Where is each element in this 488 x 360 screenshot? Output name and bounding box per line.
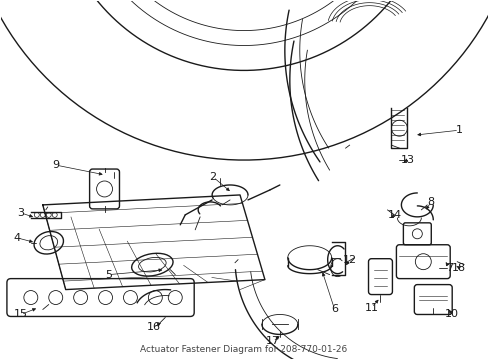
Text: 15: 15 bbox=[14, 310, 28, 319]
Text: 12: 12 bbox=[342, 255, 356, 265]
Text: 2: 2 bbox=[209, 172, 216, 182]
Text: 4: 4 bbox=[13, 233, 20, 243]
Text: 18: 18 bbox=[451, 263, 465, 273]
Text: 9: 9 bbox=[52, 160, 59, 170]
Text: 7: 7 bbox=[445, 263, 452, 273]
Text: 6: 6 bbox=[330, 305, 338, 315]
Text: 17: 17 bbox=[265, 336, 280, 346]
Text: 3: 3 bbox=[18, 208, 24, 218]
Text: 14: 14 bbox=[386, 210, 401, 220]
Text: 10: 10 bbox=[444, 310, 458, 319]
Text: 11: 11 bbox=[364, 302, 378, 312]
Text: Actuator Fastener Diagram for 208-770-01-26: Actuator Fastener Diagram for 208-770-01… bbox=[140, 345, 347, 354]
Text: 8: 8 bbox=[427, 197, 434, 207]
Text: 13: 13 bbox=[400, 155, 413, 165]
Text: 16: 16 bbox=[146, 323, 160, 332]
Text: 5: 5 bbox=[105, 270, 112, 280]
Text: 1: 1 bbox=[455, 125, 462, 135]
